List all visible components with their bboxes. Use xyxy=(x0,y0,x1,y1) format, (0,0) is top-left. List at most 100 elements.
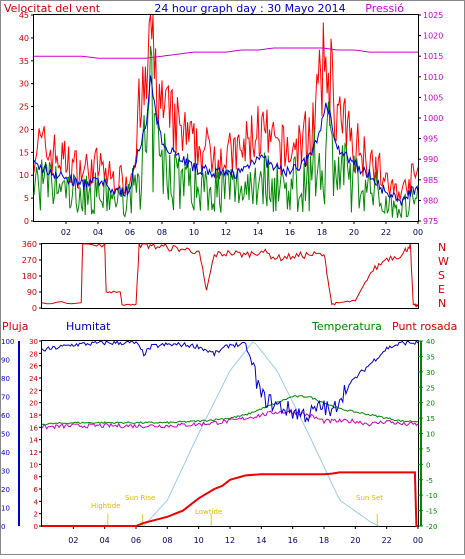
temperature-y-tick-label: -20 xyxy=(426,523,437,531)
pressure-y-tick-label: 995 xyxy=(423,135,438,144)
wind-x-tick-label: 02 xyxy=(61,228,71,237)
pressure-label: Pressió xyxy=(365,2,404,15)
chart-title: 24 hour graph day : 30 Mayo 2014 xyxy=(154,2,345,15)
temperature-y-tick-label: 35 xyxy=(426,353,435,361)
direction-y-tick-label: 90 xyxy=(27,288,37,297)
humidity-label: Humitat xyxy=(66,320,111,333)
lower-x-tick-label: 10 xyxy=(194,536,204,545)
wind-panel-frame xyxy=(33,14,419,222)
humidity-y-tick-label: 70 xyxy=(1,394,10,402)
humidity-y-tick-label: 60 xyxy=(1,412,10,420)
dir-letter-w: W xyxy=(438,255,449,268)
rain-y-tick-label: 28 xyxy=(29,350,38,358)
lower-x-tick-label: 08 xyxy=(162,536,172,545)
wind-x-tick-label: 22 xyxy=(381,228,391,237)
pressure-y-tick-label: 1025 xyxy=(423,11,443,20)
pressure-y-tick-label: 985 xyxy=(423,176,438,185)
chart-marks: 0510152025303540459759809859909951000100… xyxy=(1,11,443,545)
wind-x-tick-label: 14 xyxy=(253,228,263,237)
wind-x-tick-label: 04 xyxy=(93,228,103,237)
temperature-series xyxy=(41,395,419,426)
temperature-y-tick-label: -10 xyxy=(426,492,437,500)
wind-y-tick-label: 35 xyxy=(19,57,29,66)
humidity-y-tick-label: 0 xyxy=(1,523,5,531)
temperature-label: Temperatura xyxy=(311,320,382,333)
rain-y-tick-label: 4 xyxy=(34,498,39,506)
wind-y-tick-label: 45 xyxy=(19,11,29,20)
dir-letter-n-bottom: N xyxy=(438,297,446,310)
humidity-y-tick-label: 80 xyxy=(1,375,10,383)
wind-y-tick-label: 5 xyxy=(24,194,29,203)
temperature-y-tick-label: 40 xyxy=(426,338,435,346)
humidity-y-tick-label: 90 xyxy=(1,357,10,365)
sunrise-label: Sun Rise xyxy=(125,494,155,502)
pressure-y-tick-label: 1020 xyxy=(423,32,443,41)
wind-average-series xyxy=(33,75,419,206)
direction-y-tick-label: 270 xyxy=(22,256,37,265)
wind-y-tick-label: 20 xyxy=(19,125,29,134)
temperature-y-tick-label: -5 xyxy=(426,477,433,485)
wind-x-tick-label: 18 xyxy=(317,228,327,237)
rain-y-tick-label: 0 xyxy=(34,523,38,531)
rain-accumulation-series xyxy=(42,471,418,527)
humidity-y-tick-label: 10 xyxy=(1,505,10,513)
temperature-y-tick-label: -15 xyxy=(426,508,437,516)
wind-min-series xyxy=(33,45,419,219)
pressure-y-tick-label: 980 xyxy=(423,196,438,205)
dir-letter-n-top: N xyxy=(438,241,446,254)
rain-y-tick-label: 14 xyxy=(29,437,38,445)
wind-y-tick-label: 25 xyxy=(19,103,29,112)
wind-x-tick-label: 12 xyxy=(221,228,231,237)
rain-y-tick-label: 26 xyxy=(29,363,38,371)
lower-x-tick-label: 22 xyxy=(382,536,392,545)
rain-y-tick-label: 18 xyxy=(29,412,38,420)
dir-letter-e: E xyxy=(438,283,445,296)
wind-direction-series xyxy=(41,242,419,308)
wind-x-tick-label: 00 xyxy=(413,228,423,237)
humidity-series xyxy=(41,340,419,423)
humidity-y-tick-label: 30 xyxy=(1,468,10,476)
lower-x-tick-label: 06 xyxy=(131,536,141,545)
lower-x-tick-label: 02 xyxy=(68,536,78,545)
hightide-label: Hightide xyxy=(91,502,121,510)
pressure-y-tick-label: 990 xyxy=(423,155,438,164)
lower-x-tick-label: 18 xyxy=(319,536,329,545)
wind-gust-series xyxy=(33,14,419,202)
direction-y-tick-label: 180 xyxy=(22,272,37,281)
sun-elevation-curve xyxy=(143,341,380,527)
temperature-y-tick-label: 30 xyxy=(426,369,435,377)
dir-letter-s: S xyxy=(438,269,445,282)
wind-x-tick-label: 16 xyxy=(285,228,295,237)
wind-y-tick-label: 40 xyxy=(19,34,29,43)
lower-x-tick-label: 14 xyxy=(256,536,266,545)
rain-y-tick-label: 2 xyxy=(34,511,38,519)
lower-x-tick-label: 16 xyxy=(288,536,298,545)
pressure-y-tick-label: 1015 xyxy=(423,52,443,61)
temperature-y-tick-label: 25 xyxy=(426,384,435,392)
wind-y-tick-label: 15 xyxy=(19,148,29,157)
humidity-y-tick-label: 100 xyxy=(1,338,14,346)
rain-y-tick-label: 24 xyxy=(29,375,38,383)
lowtide-label: Lowtide xyxy=(195,508,222,516)
pressure-series xyxy=(34,47,418,59)
lower-x-tick-label: 12 xyxy=(225,536,235,545)
rain-label: Pluja xyxy=(2,320,28,333)
temperature-y-tick-label: 5 xyxy=(426,446,430,454)
lower-x-tick-label: 04 xyxy=(100,536,110,545)
direction-y-tick-label: 360 xyxy=(22,240,37,249)
humidity-y-tick-label: 20 xyxy=(1,486,10,494)
rain-y-tick-label: 22 xyxy=(29,387,38,395)
pressure-y-tick-label: 1005 xyxy=(423,93,443,102)
wind-direction-letters: N W S E N xyxy=(438,241,449,310)
humidity-y-tick-label: 40 xyxy=(1,449,10,457)
wind-y-tick-label: 0 xyxy=(24,217,29,226)
temperature-y-tick-label: 20 xyxy=(426,400,435,408)
rain-y-tick-label: 12 xyxy=(29,449,38,457)
rain-y-tick-label: 30 xyxy=(29,338,38,346)
temperature-y-tick-label: 10 xyxy=(426,431,435,439)
rain-y-tick-label: 6 xyxy=(34,486,39,494)
dewpoint-series xyxy=(41,409,419,430)
temperature-y-tick-label: 0 xyxy=(426,461,430,469)
